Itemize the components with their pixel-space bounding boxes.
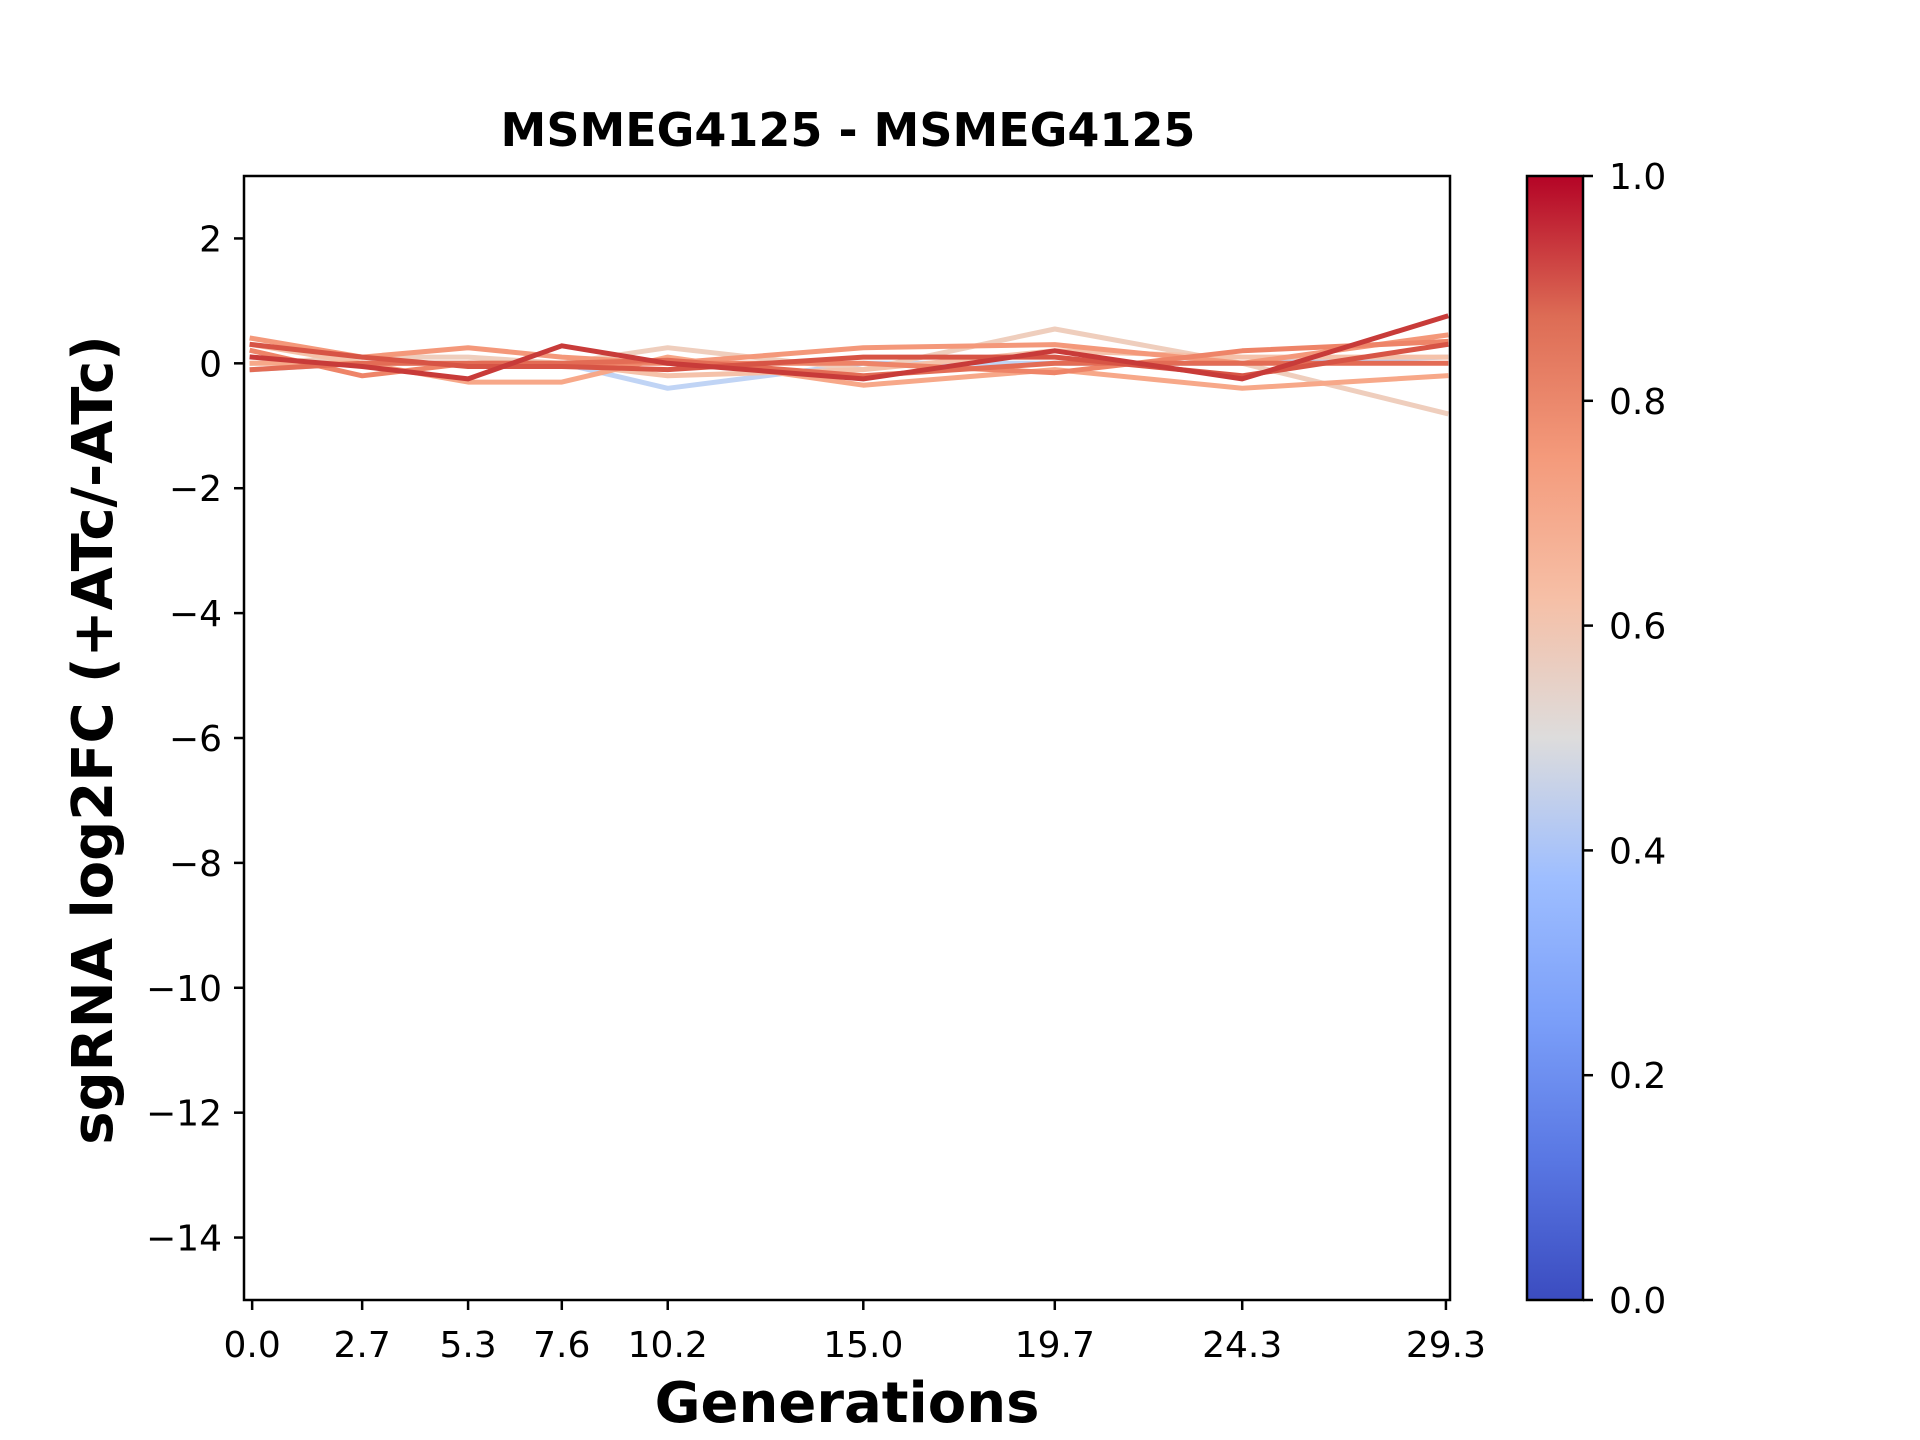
y-tick-label: −14	[146, 1219, 222, 1260]
colorbar-tick-label: 0.8	[1609, 382, 1666, 423]
series-layer	[249, 313, 1450, 417]
colorbar-tick-label: 1.0	[1609, 157, 1666, 198]
y-tick-label: −10	[146, 969, 222, 1010]
x-tick-label: 7.6	[533, 1325, 590, 1366]
y-tick-label: −12	[146, 1094, 222, 1135]
series-line-2	[249, 326, 1449, 417]
x-tick-label: 19.7	[1015, 1325, 1095, 1366]
x-axis: 0.0 2.7 5.3 7.6 10.2 15.0 19.7 24.3 29.3	[224, 1300, 1486, 1366]
x-tick-label: 10.2	[628, 1325, 708, 1366]
series-line-9	[249, 313, 1450, 382]
y-tick-label: 2	[199, 219, 222, 260]
colorbar-tick-label: 0.6	[1609, 607, 1666, 648]
colorbar-tick-label: 0.0	[1609, 1281, 1666, 1322]
series-line-7	[249, 357, 1449, 379]
y-tick-label: 0	[199, 344, 222, 385]
x-tick-label: 2.7	[334, 1325, 391, 1366]
y-axis: 2 0 −2 −4 −6 −8 −10 −12 −14	[146, 219, 244, 1260]
colorbar-axis: 1.0 0.8 0.6 0.4 0.2 0.0	[1583, 157, 1666, 1322]
x-axis-label: Generations	[655, 1371, 1040, 1436]
colorbar-tick-label: 0.2	[1609, 1056, 1666, 1097]
y-tick-label: −2	[169, 469, 222, 510]
x-tick-label: 0.0	[224, 1325, 281, 1366]
plot-frame	[242, 174, 1452, 1302]
y-tick-label: −4	[169, 594, 222, 635]
y-axis-label: sgRNA log2FC (+ATc/-ATc)	[61, 335, 126, 1145]
colorbar-tick-label: 0.4	[1609, 831, 1666, 872]
x-tick-label: 15.0	[823, 1325, 903, 1366]
x-tick-label: 24.3	[1202, 1325, 1282, 1366]
colorbar	[1525, 174, 1585, 1302]
x-tick-label: 5.3	[439, 1325, 496, 1366]
chart-title: MSMEG4125 - MSMEG4125	[501, 103, 1196, 157]
y-tick-label: −8	[169, 844, 222, 885]
x-tick-label: 29.3	[1406, 1325, 1486, 1366]
y-tick-label: −6	[169, 719, 222, 760]
